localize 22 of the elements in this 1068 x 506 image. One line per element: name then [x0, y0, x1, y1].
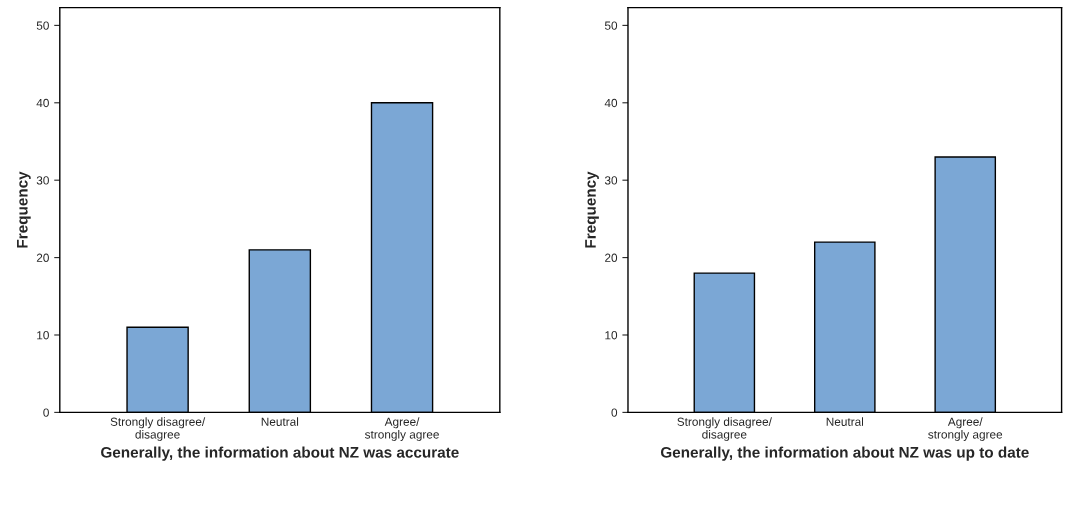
x-tick-label: Agree/ strongly agree	[364, 417, 439, 441]
x-axis-title: Generally, the information about NZ was up to date	[660, 446, 1029, 461]
y-axis-title: Frequency	[585, 171, 599, 248]
y-tick-label: 40	[36, 98, 49, 108]
y-tick-label: 20	[605, 253, 618, 262]
y-tick-label: 50	[604, 21, 618, 30]
x-tick-label: Neutral	[261, 417, 299, 426]
y-tick-label: 40	[604, 98, 618, 108]
y-tick-label: 20	[36, 253, 49, 262]
x-axis-title: Generally, the information about NZ was accurate	[101, 446, 459, 461]
x-tick-label: Strongly disagree/ disagree	[677, 417, 772, 441]
y-tick-label: 0	[43, 408, 49, 417]
y-tick-label: 30	[36, 176, 49, 185]
x-tick-label: Neutral	[826, 417, 864, 426]
y-tick-label: 30	[604, 176, 618, 185]
x-tick-label: Agree/ strongly agree	[928, 417, 1003, 441]
y-tick-label: 10	[37, 331, 49, 340]
x-tick-label: Strongly disagree/ disagree	[110, 417, 206, 441]
y-tick-label: 10	[605, 331, 618, 340]
y-tick-label: 0	[611, 408, 618, 417]
y-axis-title: Frequency	[17, 171, 31, 248]
y-tick-label: 50	[36, 21, 49, 30]
